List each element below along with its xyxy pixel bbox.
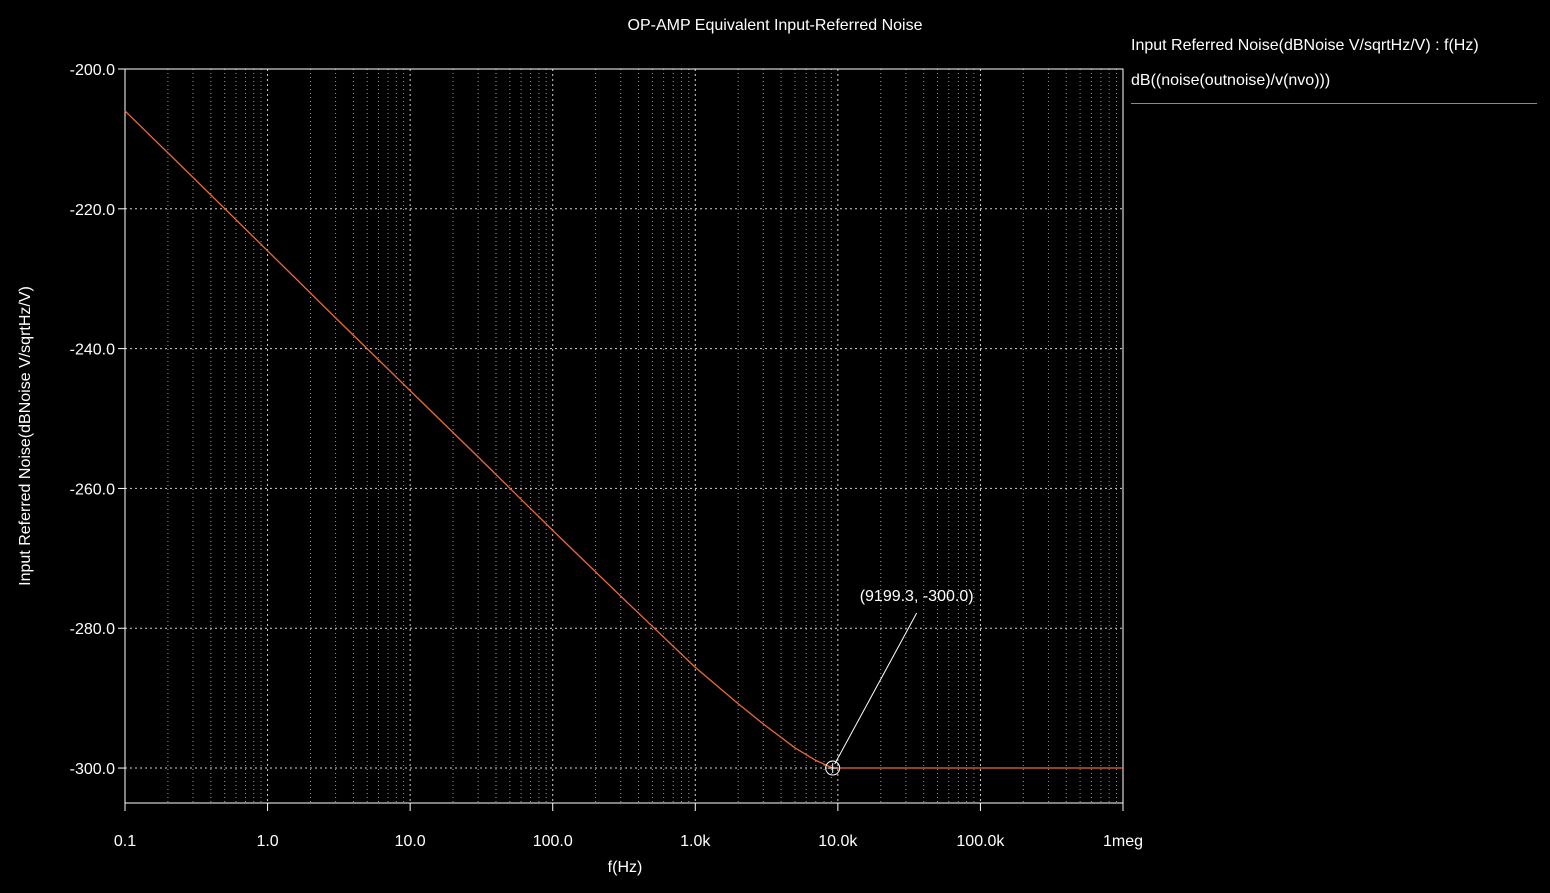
x-tick-label: 100.0 <box>533 833 573 850</box>
legend-title: Input Referred Noise(dBNoise V/sqrtHz/V)… <box>1131 37 1479 54</box>
minor-grid <box>167 69 1117 803</box>
marker-label: (9199.3, -300.0) <box>860 588 974 605</box>
legend-entry-label: dB((noise(outnoise)/v(nvo))) <box>1131 72 1331 89</box>
x-tick-label: 0.1 <box>114 833 136 850</box>
marker-circle[interactable] <box>825 760 841 776</box>
y-tick-label: -200.0 <box>70 62 115 79</box>
series-layer <box>124 110 1123 769</box>
y-axis-label: Input Referred Noise(dBNoise V/sqrtHz/V) <box>17 286 34 586</box>
x-tick-label: 1.0k <box>680 833 711 850</box>
y-axis: -200.0 -220.0 -240.0 -260.0 -280.0 -300.0 <box>70 62 125 778</box>
legend: Input Referred Noise(dBNoise V/sqrtHz/V)… <box>1131 36 1537 104</box>
x-tick-label: 1.0 <box>256 833 278 850</box>
x-axis-label: f(Hz) <box>608 859 643 876</box>
y-tick-label: -300.0 <box>70 761 115 778</box>
x-axis: 0.1 1.0 10.0 100.0 1.0k 10.0k 100.0k 1meg <box>114 803 1143 850</box>
major-grid <box>124 68 1124 803</box>
y-tick-label: -240.0 <box>70 342 115 359</box>
legend-line-swatch <box>1131 103 1537 104</box>
x-tick-label: 10.0k <box>818 833 858 850</box>
y-tick-label: -220.0 <box>70 202 115 219</box>
y-tick-label: -260.0 <box>70 481 115 498</box>
y-tick-label: -280.0 <box>70 621 115 638</box>
marker-leader-line <box>834 612 918 765</box>
series-line <box>124 110 1123 769</box>
x-tick-label: 1meg <box>1103 833 1143 850</box>
x-tick-label: 10.0 <box>395 833 426 850</box>
chart-title: OP-AMP Equivalent Input-Referred Noise <box>628 17 923 34</box>
annotation-layer: (9199.3, -300.0) <box>825 588 974 776</box>
x-tick-label: 100.0k <box>956 833 1005 850</box>
plot-frame <box>124 68 1124 804</box>
